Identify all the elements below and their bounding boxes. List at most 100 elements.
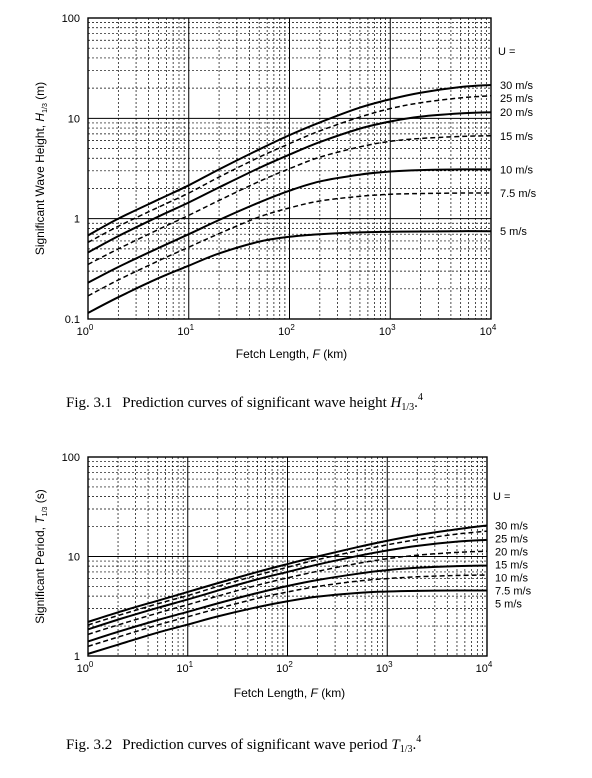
y-tick-label: 100 bbox=[62, 13, 80, 25]
x-axis-label-unit: (km) bbox=[320, 347, 347, 361]
x-tick-base: 10 bbox=[77, 326, 89, 338]
x-axis-label-symbol: F bbox=[311, 686, 319, 700]
y-axis-label-symbol: H bbox=[33, 113, 47, 122]
x-tick-label: 104 bbox=[480, 323, 497, 338]
x-tick-label: 100 bbox=[77, 660, 94, 675]
x-axis-label: Fetch Length, F (km) bbox=[236, 347, 347, 361]
x-axis-label: Fetch Length, F (km) bbox=[234, 686, 345, 700]
y-tick-label: 1 bbox=[74, 651, 80, 663]
x-tick-base: 10 bbox=[77, 663, 89, 675]
y-axis-label-unit: (m) bbox=[33, 82, 47, 103]
x-tick-exponent: 0 bbox=[89, 323, 94, 332]
y-tick-label: 10 bbox=[68, 552, 80, 564]
x-tick-base: 10 bbox=[376, 663, 388, 675]
y-axis-label: Significant Period, T1/3 (s) bbox=[33, 489, 49, 623]
caption-text: Prediction curves of significant wave he… bbox=[122, 395, 391, 411]
grid bbox=[88, 457, 487, 656]
caption-reference: 4 bbox=[416, 734, 422, 745]
y-tick-label: 10 bbox=[68, 113, 80, 125]
legend-entry: 5 m/s bbox=[495, 598, 522, 610]
legend-header: U = bbox=[498, 46, 515, 58]
x-tick-label: 100 bbox=[77, 323, 94, 338]
x-tick-label: 102 bbox=[278, 323, 295, 338]
x-tick-exponent: 3 bbox=[388, 660, 393, 669]
x-tick-base: 10 bbox=[276, 663, 288, 675]
legend: U =30 m/s25 m/s20 m/s15 m/s10 m/s7.5 m/s… bbox=[493, 491, 532, 610]
x-tick-base: 10 bbox=[476, 663, 488, 675]
series-line-7 bbox=[87, 589, 488, 655]
x-tick-exponent: 0 bbox=[89, 660, 94, 669]
series-line-2 bbox=[87, 530, 488, 626]
caption-label: Fig. 3.2 bbox=[66, 737, 113, 753]
y-axis-label-text: Significant Period, bbox=[33, 524, 47, 624]
legend-entry: 5 m/s bbox=[500, 226, 527, 238]
x-axis-label-text: Fetch Length, bbox=[236, 347, 313, 361]
caption-reference: 4 bbox=[417, 392, 423, 403]
x-tick-exponent: 1 bbox=[189, 660, 194, 669]
x-tick-label: 103 bbox=[379, 323, 396, 338]
x-axis-label-unit: (km) bbox=[318, 686, 345, 700]
legend-entry: 30 m/s bbox=[500, 80, 534, 92]
caption-label: Fig. 3.1 bbox=[66, 395, 113, 411]
caption-suffix: . bbox=[412, 737, 417, 753]
series-line-5 bbox=[87, 168, 492, 284]
x-tick-label: 103 bbox=[376, 660, 393, 675]
x-axis-label-symbol: F bbox=[313, 347, 321, 361]
figure-caption-2: Fig. 3.2 Prediction curves of significant… bbox=[66, 734, 421, 755]
series-group bbox=[87, 524, 488, 655]
y-tick-label: 100 bbox=[62, 452, 80, 464]
caption-symbol: T bbox=[391, 737, 400, 753]
series-line-4 bbox=[87, 550, 488, 636]
x-tick-exponent: 2 bbox=[290, 323, 295, 332]
x-tick-label: 102 bbox=[276, 660, 293, 675]
figure-caption-1: Fig. 3.1 Prediction curves of significant… bbox=[66, 392, 423, 413]
caption-suffix: . bbox=[414, 395, 418, 411]
caption-text: Prediction curves of significant wave pe… bbox=[122, 737, 392, 753]
legend-entry: 15 m/s bbox=[495, 559, 529, 571]
legend-entry: 10 m/s bbox=[495, 572, 529, 584]
x-tick-base: 10 bbox=[379, 326, 391, 338]
series-line-2 bbox=[87, 94, 492, 244]
y-axis-label-symbol: T bbox=[33, 515, 47, 524]
y-axis-label-subscript: 1/3 bbox=[42, 103, 49, 113]
legend-entry: 30 m/s bbox=[495, 520, 529, 532]
legend-entry: 7.5 m/s bbox=[500, 188, 537, 200]
caption-symbol: H bbox=[390, 395, 402, 411]
x-tick-base: 10 bbox=[480, 326, 492, 338]
x-tick-exponent: 1 bbox=[190, 323, 195, 332]
series-line-6 bbox=[87, 574, 488, 648]
legend-header: U = bbox=[493, 491, 510, 503]
x-tick-exponent: 4 bbox=[488, 660, 493, 669]
plot-frame bbox=[87, 456, 488, 657]
x-tick-base: 10 bbox=[177, 326, 189, 338]
y-axis-label-text: Significant Wave Height, bbox=[33, 122, 47, 256]
legend-entry: 20 m/s bbox=[500, 107, 534, 119]
series-group bbox=[87, 83, 492, 314]
y-axis-label: Significant Wave Height, H1/3 (m) bbox=[33, 82, 49, 255]
legend: U =30 m/s25 m/s20 m/s15 m/s10 m/s7.5 m/s… bbox=[498, 46, 537, 238]
x-tick-label: 104 bbox=[476, 660, 493, 675]
legend-entry: 15 m/s bbox=[500, 131, 534, 143]
caption-subscript: 1/3 bbox=[399, 744, 413, 755]
x-tick-base: 10 bbox=[176, 663, 188, 675]
x-tick-exponent: 2 bbox=[288, 660, 293, 669]
series-line-1 bbox=[87, 524, 488, 623]
series-line-5 bbox=[87, 564, 488, 643]
series-line-3 bbox=[87, 111, 492, 254]
x-tick-label: 101 bbox=[176, 660, 193, 675]
x-tick-label: 101 bbox=[177, 323, 194, 338]
y-tick-label: 0.1 bbox=[65, 314, 80, 326]
x-axis-label-text: Fetch Length, bbox=[234, 686, 311, 700]
x-tick-exponent: 4 bbox=[492, 323, 497, 332]
y-axis-label-unit: (s) bbox=[33, 489, 47, 506]
legend-entry: 10 m/s bbox=[500, 164, 534, 176]
caption-subscript: 1/3 bbox=[401, 402, 415, 413]
series-line-7 bbox=[87, 230, 492, 314]
series-line-6 bbox=[87, 192, 492, 297]
x-tick-base: 10 bbox=[278, 326, 290, 338]
series-line-3 bbox=[87, 538, 488, 631]
x-tick-exponent: 3 bbox=[391, 323, 396, 332]
